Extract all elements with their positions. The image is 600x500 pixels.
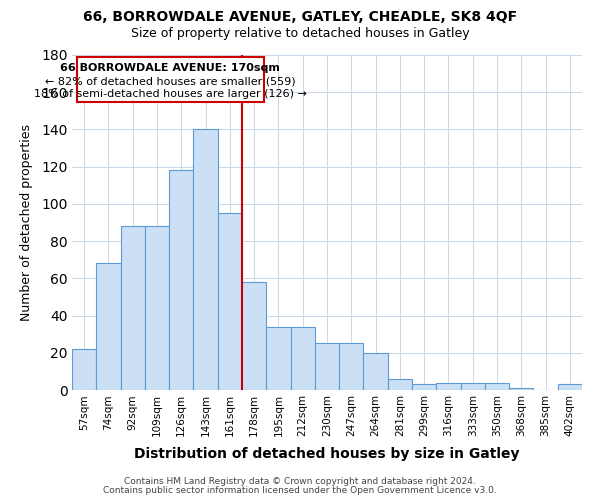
X-axis label: Distribution of detached houses by size in Gatley: Distribution of detached houses by size … <box>134 448 520 462</box>
Text: Size of property relative to detached houses in Gatley: Size of property relative to detached ho… <box>131 28 469 40</box>
FancyBboxPatch shape <box>77 57 264 102</box>
Y-axis label: Number of detached properties: Number of detached properties <box>20 124 33 321</box>
Bar <box>388 379 412 390</box>
Text: Contains public sector information licensed under the Open Government Licence v3: Contains public sector information licen… <box>103 486 497 495</box>
Bar <box>145 226 169 390</box>
Bar <box>218 213 242 390</box>
Text: 18% of semi-detached houses are larger (126) →: 18% of semi-detached houses are larger (… <box>34 90 307 100</box>
Bar <box>339 344 364 390</box>
Bar <box>558 384 582 390</box>
Text: 66 BORROWDALE AVENUE: 170sqm: 66 BORROWDALE AVENUE: 170sqm <box>61 64 280 74</box>
Text: ← 82% of detached houses are smaller (559): ← 82% of detached houses are smaller (55… <box>45 76 296 86</box>
Bar <box>96 264 121 390</box>
Bar <box>461 382 485 390</box>
Bar <box>315 344 339 390</box>
Bar <box>193 130 218 390</box>
Text: 66, BORROWDALE AVENUE, GATLEY, CHEADLE, SK8 4QF: 66, BORROWDALE AVENUE, GATLEY, CHEADLE, … <box>83 10 517 24</box>
Bar <box>290 326 315 390</box>
Bar <box>436 382 461 390</box>
Bar <box>509 388 533 390</box>
Bar <box>266 326 290 390</box>
Bar <box>485 382 509 390</box>
Bar <box>169 170 193 390</box>
Bar <box>412 384 436 390</box>
Bar <box>242 282 266 390</box>
Bar <box>72 349 96 390</box>
Bar <box>121 226 145 390</box>
Text: Contains HM Land Registry data © Crown copyright and database right 2024.: Contains HM Land Registry data © Crown c… <box>124 477 476 486</box>
Bar <box>364 353 388 390</box>
